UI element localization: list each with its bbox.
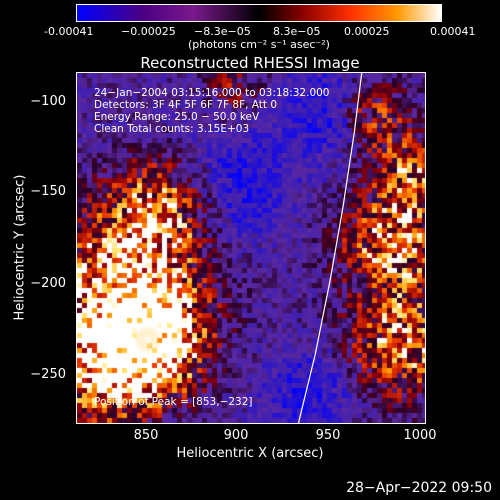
solar-limb-curve bbox=[297, 73, 363, 423]
plot-title: Reconstructed RHESSI Image bbox=[140, 54, 360, 72]
y-axis-label: Heliocentric Y (arcsec) bbox=[12, 174, 28, 321]
annotation-clean-counts: Clean Total counts: 3.15E+03 bbox=[94, 123, 250, 135]
x-tick-1: 850 bbox=[133, 428, 159, 443]
annotation-energy-range: Energy Range: 25.0 − 50.0 keV bbox=[94, 111, 260, 123]
y-tick-1: −100 bbox=[30, 94, 66, 109]
annotation-peak-position: Position of Peak = [853,−232] bbox=[94, 396, 253, 408]
footer-timestamp: 28−Apr−2022 09:50 bbox=[346, 480, 492, 496]
y-tick-2: −150 bbox=[30, 184, 66, 199]
colorbar-tick-3: −8.3e−05 bbox=[194, 25, 251, 38]
colorbar-tick-4: 8.3e−05 bbox=[273, 25, 321, 38]
y-tick-3: −200 bbox=[30, 276, 66, 291]
y-tick-4: −250 bbox=[30, 367, 66, 382]
colorbar bbox=[76, 4, 442, 22]
x-tick-2: 900 bbox=[223, 428, 249, 443]
x-tick-3: 950 bbox=[315, 428, 341, 443]
x-tick-4: 1000 bbox=[403, 428, 437, 443]
x-axis-label: Heliocentric X (arcsec) bbox=[176, 446, 324, 461]
colorbar-tick-5: 0.00025 bbox=[344, 25, 390, 38]
colorbar-unit-label: (photons cm⁻² s⁻¹ asec⁻²) bbox=[188, 38, 330, 51]
heatmap-image bbox=[77, 73, 425, 423]
limb-overlay bbox=[297, 73, 363, 423]
colorbar-tick-6: 0.00041 bbox=[430, 25, 476, 38]
colorbar-tick-1: -0.00041 bbox=[44, 25, 94, 38]
image-plot-area bbox=[76, 72, 426, 424]
annotation-time-range: 24−Jan−2004 03:15:16.000 to 03:18:32.000 bbox=[94, 87, 330, 99]
colorbar-tick-2: −0.00025 bbox=[121, 25, 176, 38]
annotation-detectors: Detectors: 3F 4F 5F 6F 7F 8F, Att 0 bbox=[94, 99, 278, 111]
